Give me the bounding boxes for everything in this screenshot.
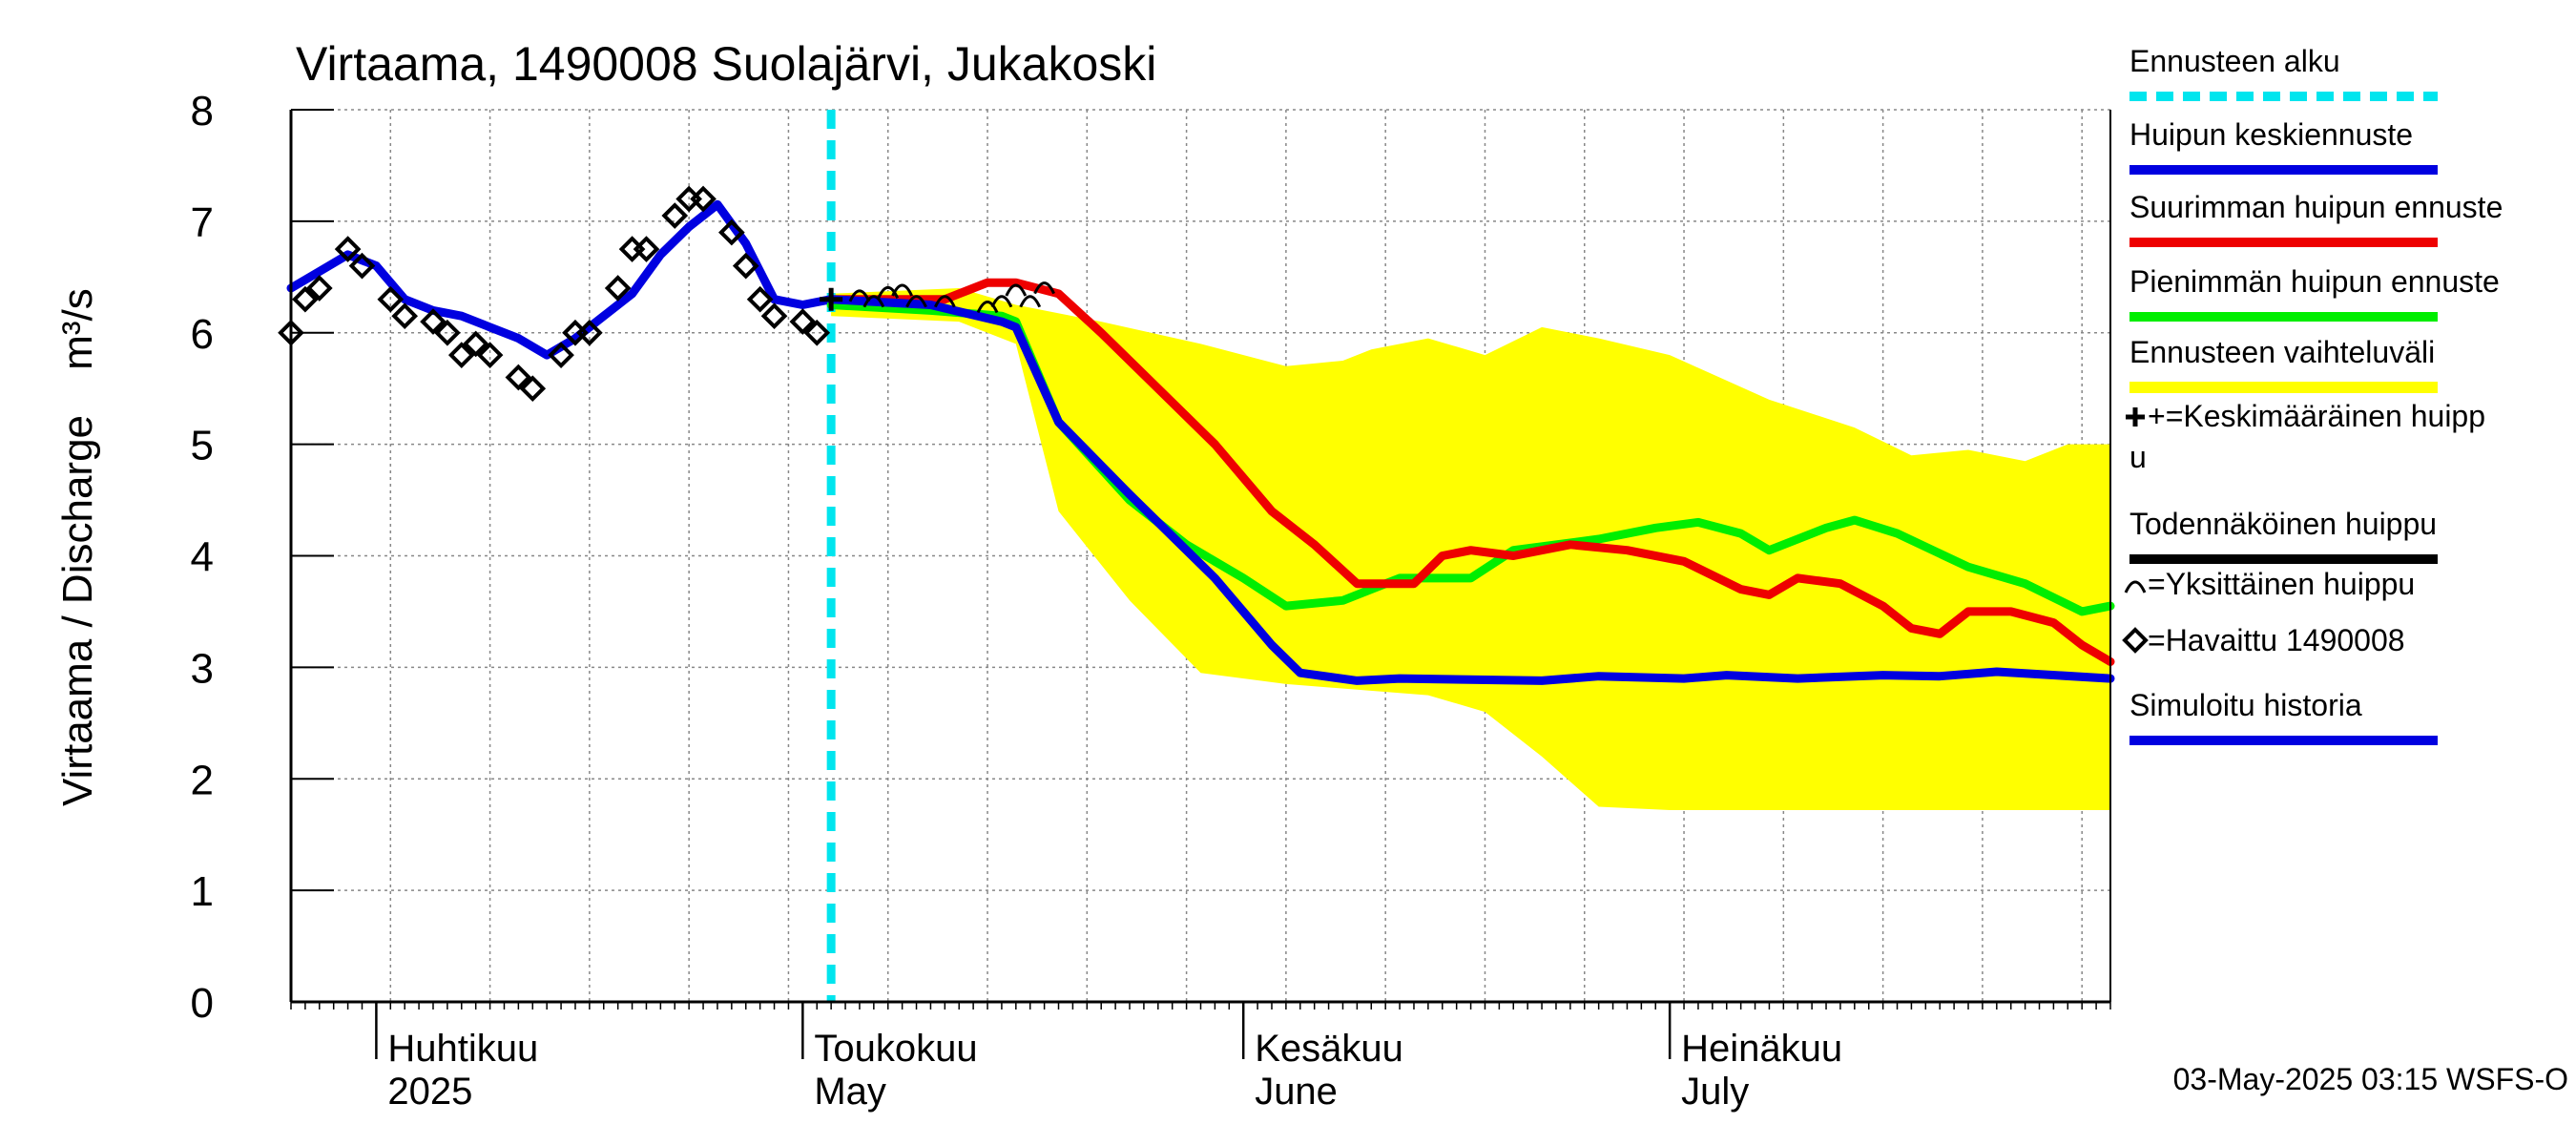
x-month-label-fi: Heinäkuu — [1681, 1028, 1842, 1070]
observed-diamond-marker — [476, 342, 504, 368]
observed-diamond-marker — [604, 275, 632, 302]
y-axis-title: Virtaama / Discharge — [54, 415, 101, 806]
legend-label: Ennusteen vaihteluväli — [2129, 335, 2435, 369]
single-peak-marker — [1033, 281, 1055, 295]
observed-diamond-marker — [576, 319, 603, 346]
single-peak-marker — [1019, 295, 1042, 308]
y-tick-label: 0 — [191, 980, 214, 1027]
x-month-label-fi: Kesäkuu — [1255, 1028, 1403, 1070]
x-month-label-en: July — [1681, 1071, 1749, 1113]
x-month-label-fi: Huhtikuu — [387, 1028, 538, 1070]
single-peak-marker — [848, 289, 871, 302]
observed-diamond-marker — [690, 185, 717, 213]
legend-label: =Havaittu 1490008 — [2148, 623, 2405, 657]
observed-diamond-marker — [661, 202, 689, 229]
observed-diamond-marker — [462, 330, 489, 358]
y-tick-label: 7 — [191, 199, 214, 246]
y-tick-label: 6 — [191, 311, 214, 358]
x-month-label-fi: Toukokuu — [814, 1028, 977, 1070]
observed-diamond-marker — [746, 285, 774, 313]
y-tick-label: 8 — [191, 88, 214, 135]
legend-label: Simuloitu historia — [2129, 688, 2362, 722]
legend-plus-marker — [2126, 407, 2145, 427]
y-axis-label: Virtaama / Discharge m³/s — [54, 288, 101, 806]
footer-timestamp: 03-May-2025 03:15 WSFS-O — [2173, 1062, 2568, 1096]
legend: Ennusteen alku Huipun keskiennuste Suurimm… — [2122, 44, 2503, 745]
legend-label: Pienimmän huipun ennuste — [2129, 264, 2500, 299]
x-month-label-en: June — [1255, 1071, 1338, 1113]
y-tick-label: 5 — [191, 423, 214, 469]
x-month-label-en: 2025 — [387, 1071, 472, 1113]
single-peak-marker — [891, 283, 913, 297]
x-month-label-en: May — [814, 1071, 886, 1113]
observed-diamond-marker — [292, 285, 319, 313]
observed-diamond-marker — [732, 252, 759, 280]
observed-diamond-marker — [803, 319, 831, 346]
y-tick-label: 3 — [191, 645, 214, 692]
observed-diamond-marker — [348, 252, 376, 280]
legend-label-continued: u — [2129, 440, 2147, 474]
legend-label: Suurimman huipun ennuste — [2129, 190, 2503, 224]
observed-diamond-marker — [305, 275, 333, 302]
single-peak-marker — [990, 295, 1013, 308]
y-tick-label: 1 — [191, 868, 214, 915]
legend-label: =Yksittäinen huippu — [2148, 567, 2415, 601]
observed-diamond-marker — [434, 319, 461, 346]
series-line-suurimman-huipun-ennuste — [826, 278, 2115, 666]
legend-label: Todennäköinen huippu — [2129, 507, 2437, 541]
y-tick-label: 4 — [191, 534, 214, 581]
chart-title: Virtaama, 1490008 Suolajärvi, Jukakoski — [296, 37, 1156, 91]
y-axis-unit: m³/s — [54, 288, 101, 370]
legend-label: +=Keskimääräinen huipp — [2148, 399, 2485, 433]
observed-diamond-marker — [789, 308, 817, 335]
observed-diamond-marker — [505, 364, 532, 391]
observed-diamond-marker — [377, 285, 405, 313]
single-peak-marker — [877, 285, 900, 299]
single-peak-marker — [905, 295, 927, 308]
observed-diamond-marker — [718, 219, 745, 246]
single-peak-marker — [862, 295, 885, 308]
plot-area: 012345678Huhtikuu2025ToukokuuMayKesäkuuJ… — [191, 88, 2115, 1113]
legend-diamond-marker — [2122, 627, 2149, 654]
single-peak-marker — [933, 295, 956, 308]
legend-label: Ennusteen alku — [2129, 44, 2340, 78]
legend-label: Huipun keskiennuste — [2129, 117, 2413, 152]
observed-diamond-marker — [548, 342, 574, 368]
observed-diamond-marker — [633, 236, 660, 262]
legend-arc-marker — [2124, 580, 2147, 593]
observed-diamond-marker — [618, 236, 646, 262]
observed-diamond-marker — [391, 302, 419, 330]
single-peak-marker — [1005, 283, 1028, 297]
single-peak-marker — [976, 301, 999, 314]
observed-diamond-marker — [334, 236, 362, 262]
observed-diamond-marker — [420, 308, 447, 335]
series-line-huipun-keskiennuste — [826, 295, 2115, 685]
mean-peak-marker — [820, 287, 843, 311]
observed-diamond-marker — [760, 302, 788, 330]
observed-diamond-marker — [447, 342, 475, 368]
y-tick-label: 2 — [191, 757, 214, 803]
observed-diamond-marker — [519, 375, 547, 403]
